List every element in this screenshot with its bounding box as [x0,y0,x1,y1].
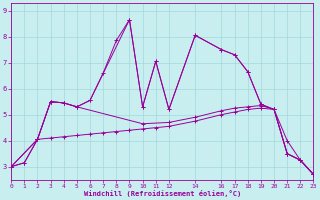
X-axis label: Windchill (Refroidissement éolien,°C): Windchill (Refroidissement éolien,°C) [84,190,241,197]
